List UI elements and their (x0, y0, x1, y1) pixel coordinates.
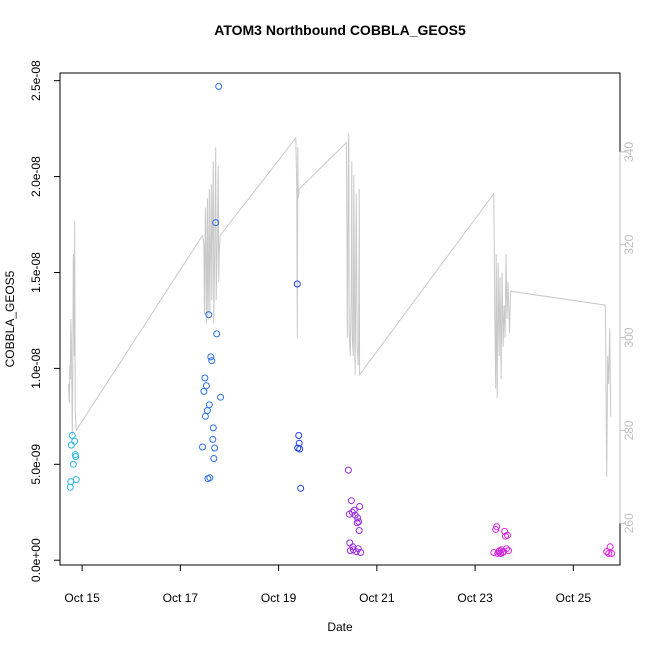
x-tick-label: Oct 25 (556, 591, 592, 605)
data-point (492, 526, 500, 533)
x-tick-label: Oct 17 (163, 591, 199, 605)
data-point (357, 549, 365, 556)
data-point (504, 531, 511, 539)
y-tick-label: 1.0e-08 (29, 348, 43, 389)
y-axis: 0.0e+00 5.0e-09 1.0e-08 1.5e-08 2.0e-08 2.5e-… (29, 60, 61, 582)
data-point (605, 550, 613, 557)
data-point (201, 374, 209, 382)
data-point (209, 424, 217, 432)
y-tick-label: 5.0e-09 (29, 444, 43, 485)
data-point (199, 443, 206, 451)
data-point (297, 484, 305, 492)
data-point (295, 432, 303, 439)
data-point (209, 435, 217, 443)
data-point (215, 82, 223, 90)
data-point (353, 519, 361, 527)
data-point (293, 280, 301, 288)
y-tick-label: 0.0e+00 (29, 538, 43, 582)
data-point (200, 387, 208, 395)
y-tick-label: 2.5e-08 (29, 60, 43, 101)
data-point (350, 506, 358, 514)
data-point (355, 518, 363, 526)
data-point (356, 503, 364, 510)
data-point (606, 543, 614, 551)
data-point (354, 514, 362, 522)
data-point (296, 445, 304, 453)
y-tick-label: 1.5e-08 (29, 252, 43, 293)
data-point (69, 460, 77, 468)
data-point (213, 330, 221, 338)
data-point (71, 437, 79, 445)
data-point (211, 444, 219, 452)
y2-tick-label: 280 (622, 420, 636, 440)
data-point (208, 357, 216, 365)
data-point (66, 483, 74, 491)
y-axis-label: COBBLA_GEOS5 (3, 270, 17, 367)
data-point (493, 523, 501, 531)
data-point (217, 393, 225, 401)
data-points-layer (66, 82, 616, 557)
data-point (72, 476, 80, 484)
data-point (344, 466, 352, 474)
x-tick-label: Oct 21 (359, 591, 395, 605)
data-point (201, 412, 209, 420)
data-point (72, 453, 80, 461)
data-point (505, 547, 512, 555)
y2-tick-label: 260 (622, 513, 636, 533)
data-point (210, 455, 218, 462)
data-point (205, 401, 213, 409)
secondary-series-line (67, 133, 612, 477)
x-tick-label: Oct 23 (457, 591, 493, 605)
x-axis-label: Date (327, 620, 353, 634)
y2-tick-label: 340 (622, 142, 636, 162)
data-point (212, 219, 220, 227)
data-point (68, 432, 76, 439)
data-point (205, 311, 213, 319)
data-point (202, 382, 210, 390)
data-point (608, 550, 616, 557)
data-point (206, 474, 214, 482)
data-point (355, 527, 363, 534)
plot-frame (59, 72, 621, 566)
x-axis: Oct 15 Oct 17 Oct 19 Oct 21 Oct 23 Oct 25 (64, 564, 592, 605)
y2-tick-label: 320 (622, 234, 636, 254)
data-point (347, 497, 355, 505)
chart-title: ATOM3 Northbound COBBLA_GEOS5 (214, 22, 466, 38)
data-point (67, 441, 75, 449)
data-point (354, 545, 362, 553)
data-point (203, 407, 211, 415)
secondary-series-layer (67, 133, 612, 477)
data-point (503, 545, 510, 553)
x-tick-label: Oct 19 (261, 591, 297, 605)
y-tick-label: 2.0e-08 (29, 156, 43, 197)
y2-axis: 260 280 300 320 340 (619, 142, 636, 533)
x-tick-label: Oct 15 (64, 591, 100, 605)
y2-tick-label: 300 (622, 327, 636, 347)
data-point (207, 353, 215, 361)
